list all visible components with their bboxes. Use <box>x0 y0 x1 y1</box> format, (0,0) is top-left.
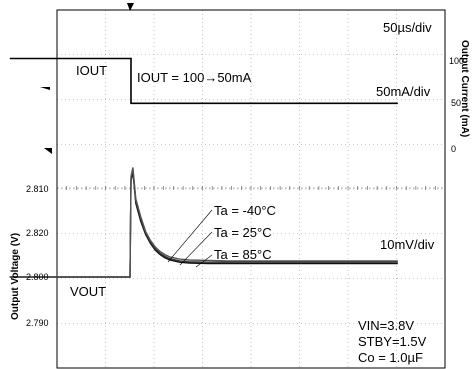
left-tick-2790: 2.790 <box>26 318 49 328</box>
right-tick-50: 50 <box>451 98 461 108</box>
condition-co: Co = 1.0µF <box>358 350 423 365</box>
leader-line-ta-85 <box>195 254 213 268</box>
trigger-marker-icon <box>127 3 134 11</box>
left-tick-2820: 2.820 <box>26 228 49 238</box>
time-scale-label: 50µs/div <box>383 20 432 35</box>
ta-label-25: Ta = 25°C <box>214 225 272 240</box>
grid <box>56 10 446 368</box>
vout-scale-label: 10mV/div <box>380 237 435 252</box>
iout-annotation: IOUT = 100→50mA <box>137 70 252 85</box>
ta-label-minus40: Ta = -40°C <box>214 203 276 218</box>
vout-trace-ta-85-c <box>9 167 398 278</box>
condition-stby: STBY=1.5V <box>358 334 427 349</box>
plot-frame <box>56 9 446 369</box>
right-tick-0: 0 <box>451 144 456 154</box>
ch2-marker-icon <box>44 148 52 154</box>
ta-label-85: Ta = 85°C <box>214 247 272 262</box>
ch1-marker-icon <box>40 87 50 90</box>
right-axis-label: Output Current (mA) <box>459 40 470 137</box>
leader-line-ta-minus40 <box>167 209 213 263</box>
leader-line-ta-25 <box>179 231 213 266</box>
iout-trace-label: IOUT <box>76 63 107 78</box>
left-tick-2810: 2.810 <box>26 184 49 194</box>
left-tick-2800: 2.800 <box>26 272 49 282</box>
left-axis-label: Output Voltage (V) <box>10 233 21 320</box>
iout-trace <box>9 57 398 105</box>
vout-trace-label: VOUT <box>70 284 106 299</box>
condition-vin: VIN=3.8V <box>358 318 414 333</box>
right-tick-100: 100 <box>449 56 464 66</box>
traces <box>9 57 398 278</box>
iout-scale-label: 50mA/div <box>376 84 431 99</box>
